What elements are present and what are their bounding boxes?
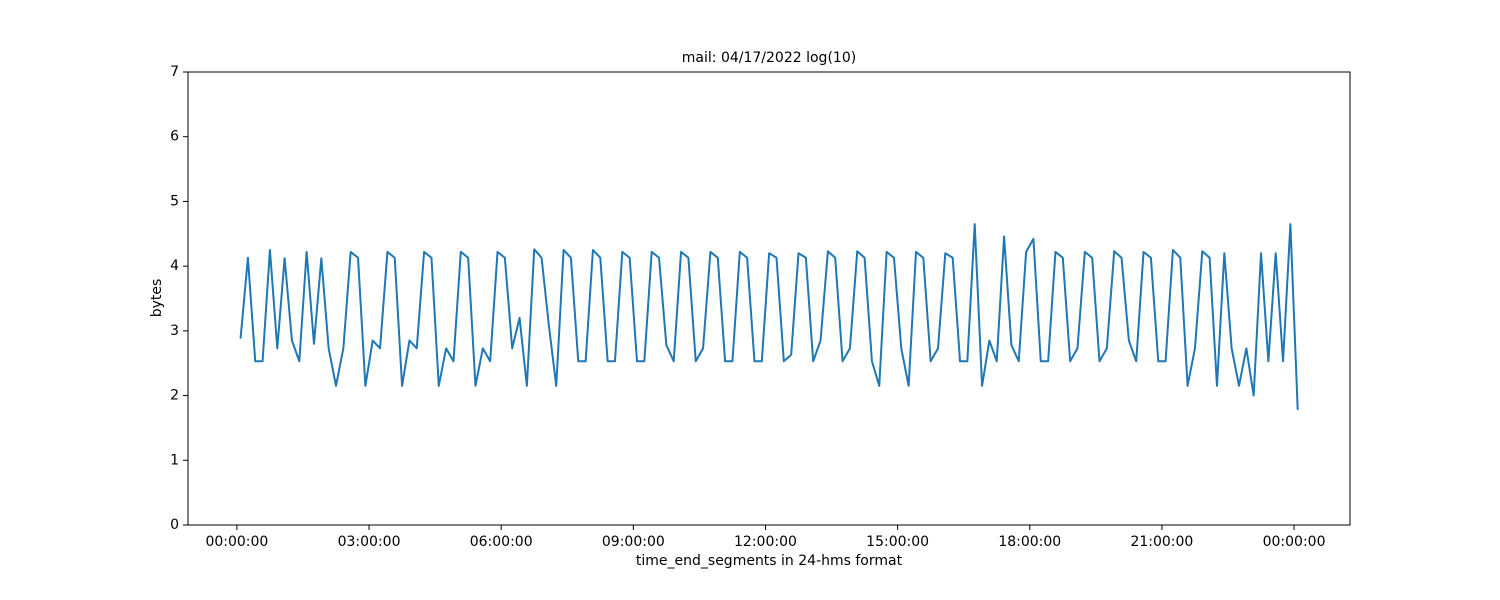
y-tick-label: 2 [170,388,179,404]
y-tick-label: 0 [170,517,179,533]
plot-frame [187,71,1351,526]
data-line [239,223,1299,410]
y-tick-label: 6 [170,129,179,145]
x-tick-label: 00:00:00 [1263,534,1326,550]
x-tick-label: 09:00:00 [602,534,665,550]
y-tick-label: 5 [170,193,179,209]
x-tick-label: 15:00:00 [866,534,929,550]
y-tick-label: 4 [170,258,179,274]
x-tick-label: 12:00:00 [734,534,797,550]
x-axis-label: time_end_segments in 24-hms format [636,553,903,569]
x-tick-label: 18:00:00 [998,534,1061,550]
y-tick-label: 3 [170,323,179,339]
y-tick-label: 1 [170,452,179,468]
chart-title: mail: 04/17/2022 log(10) [682,50,856,66]
x-tick-label: 06:00:00 [470,534,533,550]
y-tick-label: 7 [170,64,179,80]
x-tick-label: 03:00:00 [338,534,401,550]
x-tick-label: 00:00:00 [205,534,268,550]
y-axis-label: bytes [149,279,165,318]
x-tick-label: 21:00:00 [1130,534,1193,550]
